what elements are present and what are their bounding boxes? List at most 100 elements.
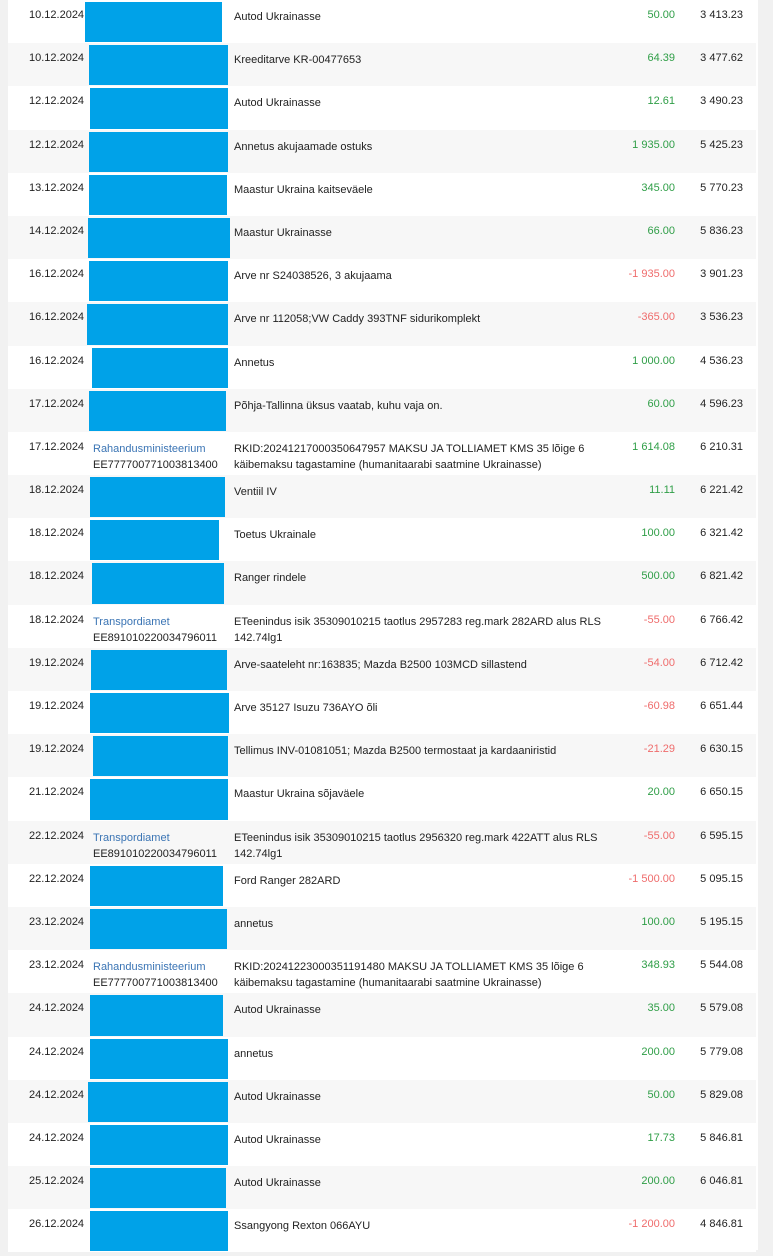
transaction-date: 17.12.2024 <box>29 397 85 410</box>
transaction-row: 19.12.2024 Arve-saateleht nr:163835; Mazd… <box>8 647 756 691</box>
transaction-description: Arve nr 112058;VW Caddy 393TNF sidurikom… <box>234 313 481 326</box>
redacted-counterparty <box>91 649 227 690</box>
running-balance: 3 490.23 <box>700 95 743 108</box>
transaction-row: 12.12.2024 Autod Ukrainasse 12.61 3 490.23 <box>8 86 756 130</box>
transaction-amount: 1 935.00 <box>632 138 675 151</box>
transaction-date: 19.12.2024 <box>29 700 85 712</box>
counterparty: Rahandusministeerium EE777700771003813400 <box>93 441 218 473</box>
transaction-description: Autod Ukrainasse <box>234 97 321 110</box>
transaction-description: annetus <box>234 917 274 930</box>
counterparty-name-link[interactable]: Rahandusministeerium <box>93 961 206 974</box>
transaction-date: 12.12.2024 <box>29 138 85 151</box>
transaction-description: Kreeditarve KR-00477653 <box>234 54 362 67</box>
transaction-amount: -1 935.00 <box>628 268 675 281</box>
transaction-row: 21.12.2024 Maastur Ukraina sõjaväele 20.00… <box>8 777 756 821</box>
transaction-row: 10.12.2024 Autod Ukrainasse 50.00 3 413.23 <box>8 0 756 44</box>
counterparty-account: EE777700771003813400 <box>93 458 218 471</box>
running-balance: 5 846.81 <box>700 1131 743 1144</box>
transaction-date: 13.12.2024 <box>29 181 85 194</box>
transaction-date: 23.12.2024 <box>29 959 85 972</box>
transaction-row: 23.12.2024 annetus 100.00 5 195.15 <box>8 906 756 951</box>
transaction-date: 22.12.2024 <box>29 829 85 842</box>
transaction-amount: 345.00 <box>641 181 675 194</box>
running-balance: 5 779.08 <box>700 1045 743 1058</box>
transaction-date: 16.12.2024 <box>29 311 85 324</box>
transaction-description: RKID:20241223000351191480 MAKSU JA TOLLI… <box>234 961 584 990</box>
left-frame <box>0 0 8 1256</box>
transaction-description: Arve nr S24038526, 3 akujaama <box>234 270 392 283</box>
transaction-date: 22.12.2024 <box>29 872 85 885</box>
transaction-date: 23.12.2024 <box>29 915 85 928</box>
transaction-description: Autod Ukrainasse <box>234 1177 321 1190</box>
running-balance: 6 630.15 <box>700 743 743 756</box>
transaction-amount: -60.98 <box>643 700 675 712</box>
redacted-counterparty <box>92 563 224 604</box>
transaction-description: ETeenindus isik 35309010215 taotlus 2957… <box>234 615 601 644</box>
transaction-description: Ford Ranger 282ARD <box>234 874 341 887</box>
transaction-row: 22.12.2024 Transpordiamet EE89101022003479… <box>8 820 756 864</box>
transaction-row: 10.12.2024 Kreeditarve KR-00477653 64.39 3 … <box>8 43 756 87</box>
redacted-counterparty <box>90 88 228 129</box>
transaction-description: Toetus Ukrainale <box>234 529 316 542</box>
transaction-date: 24.12.2024 <box>29 1002 85 1015</box>
transaction-row: 24.12.2024 annetus 200.00 5 779.08 <box>8 1036 756 1080</box>
transaction-description: Maastur Ukraina sõjaväele <box>234 788 365 801</box>
bottom-frame <box>0 1250 773 1256</box>
redacted-counterparty <box>85 2 222 43</box>
transaction-date: 24.12.2024 <box>29 1088 85 1101</box>
transaction-row: 12.12.2024 Annetus akujaamade ostuks 1 935… <box>8 129 756 173</box>
transaction-date: 21.12.2024 <box>29 786 85 799</box>
transaction-date: 24.12.2024 <box>29 1045 85 1058</box>
running-balance: 6 712.42 <box>700 656 743 669</box>
redacted-counterparty <box>90 477 225 518</box>
transaction-row: 16.12.2024 Arve nr S24038526, 3 akujaama -… <box>8 259 756 303</box>
transaction-date: 18.12.2024 <box>29 527 85 540</box>
redacted-counterparty <box>89 174 227 215</box>
counterparty-name-link[interactable]: Transpordiamet <box>93 831 170 844</box>
transaction-description: Ssangyong Rexton 066AYU <box>234 1220 371 1233</box>
transaction-row: 18.12.2024 Ventiil IV 11.11 6 221.42 <box>8 475 756 519</box>
running-balance: 6 046.81 <box>700 1175 743 1188</box>
transaction-description: Annetus akujaamade ostuks <box>234 140 373 153</box>
transaction-amount: 66.00 <box>647 224 675 237</box>
running-balance: 3 477.62 <box>700 52 743 65</box>
transaction-amount: 1 000.00 <box>632 354 675 367</box>
transaction-date: 14.12.2024 <box>29 224 85 237</box>
transaction-row: 18.12.2024 Ranger rindele 500.00 6 821.42 <box>8 561 756 605</box>
redacted-counterparty <box>90 908 227 950</box>
running-balance: 3 413.23 <box>700 9 743 21</box>
transaction-description: Arve 35127 Isuzu 736AYO õli <box>234 702 378 714</box>
running-balance: 6 321.42 <box>700 527 743 540</box>
redacted-counterparty <box>90 1168 226 1209</box>
running-balance: 6 650.15 <box>700 786 743 799</box>
transaction-row: 24.12.2024 Autod Ukrainasse 35.00 5 579.08 <box>8 993 756 1037</box>
transaction-date: 19.12.2024 <box>29 743 85 756</box>
transaction-date: 12.12.2024 <box>29 95 85 108</box>
redacted-counterparty <box>90 865 223 906</box>
running-balance: 5 195.15 <box>700 915 743 928</box>
transaction-description: Ventiil IV <box>234 486 277 499</box>
transaction-description: RKID:20241217000350647957 MAKSU JA TOLLI… <box>234 442 585 471</box>
transaction-amount: -1 200.00 <box>628 1218 675 1231</box>
redacted-counterparty <box>90 1211 228 1252</box>
transaction-description: Autod Ukrainasse <box>234 1004 321 1017</box>
transaction-date: 10.12.2024 <box>29 9 85 21</box>
counterparty-name-link[interactable]: Transpordiamet <box>93 615 170 628</box>
transaction-row: 24.12.2024 Autod Ukrainasse 50.00 5 829.08 <box>8 1079 756 1123</box>
transaction-amount: 35.00 <box>647 1002 675 1015</box>
transaction-row: 22.12.2024 Ford Ranger 282ARD -1 500.00 5 0… <box>8 863 756 907</box>
counterparty-name-link[interactable]: Rahandusministeerium <box>93 442 206 455</box>
transaction-description: ETeenindus isik 35309010215 taotlus 2956… <box>234 831 598 860</box>
transaction-description: annetus <box>234 1047 274 1060</box>
redacted-counterparty <box>90 1124 228 1166</box>
transaction-description: Autod Ukrainasse <box>234 1090 321 1103</box>
redacted-counterparty <box>90 693 229 734</box>
transaction-amount: 100.00 <box>641 527 675 540</box>
running-balance: 3 536.23 <box>700 311 743 324</box>
transaction-row: 14.12.2024 Maastur Ukrainasse 66.00 5 836.2… <box>8 215 756 260</box>
transaction-description: Maastur Ukraina kaitseväele <box>234 183 373 196</box>
running-balance: 5 836.23 <box>700 224 743 237</box>
counterparty-account: EE891010220034796011 <box>93 847 217 860</box>
transaction-amount: 17.73 <box>647 1131 675 1144</box>
counterparty: Rahandusministeerium EE777700771003813400 <box>93 959 218 991</box>
